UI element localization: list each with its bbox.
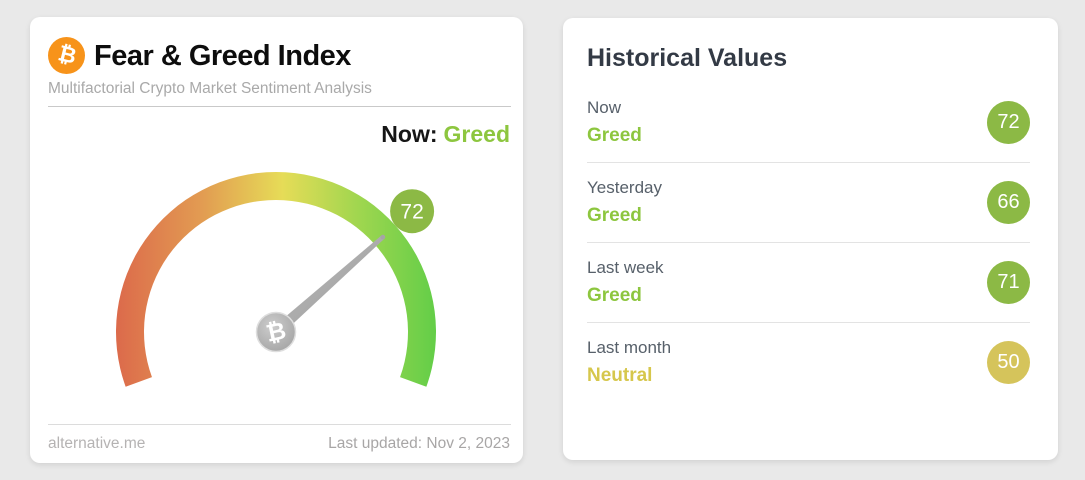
- historical-values-card: Historical Values Now Greed 72 Yesterday…: [563, 18, 1058, 460]
- bitcoin-icon: ₿: [48, 37, 85, 74]
- row-period-label: Yesterday: [587, 178, 662, 197]
- row-value-badge: 72: [987, 101, 1030, 144]
- gauge-chart: ₿ 72: [116, 171, 436, 387]
- footer-divider: [48, 424, 511, 425]
- alternative-me-link[interactable]: alternative.me: [48, 435, 146, 452]
- historical-value-row: Yesterday Greed 66: [587, 163, 1030, 243]
- row-sentiment-label: Greed: [587, 285, 642, 306]
- gauge-hub: [255, 311, 297, 353]
- gauge-needle-tip: [380, 234, 386, 240]
- row-sentiment-label: Greed: [587, 125, 642, 146]
- gauge-arc: [116, 171, 436, 387]
- header-divider: [48, 106, 511, 107]
- row-period-label: Now: [587, 98, 622, 117]
- row-texts: Last month Neutral: [587, 338, 671, 387]
- gauge-needle: [272, 235, 385, 337]
- last-updated-text: Last updated: Nov 2, 2023: [328, 435, 510, 452]
- historical-values-title: Historical Values: [587, 44, 788, 72]
- page-subtitle: Multifactorial Crypto Market Sentiment A…: [48, 80, 372, 97]
- current-sentiment-line: Now: Greed: [381, 121, 510, 148]
- row-value-badge: 50: [987, 341, 1030, 384]
- row-texts: Last week Greed: [587, 258, 664, 307]
- historical-values-list: Now Greed 72 Yesterday Greed 66 Last wee…: [587, 83, 1030, 402]
- row-sentiment-label: Greed: [587, 205, 642, 226]
- row-period-label: Last week: [587, 258, 664, 277]
- gauge-value-text: 72: [400, 201, 423, 224]
- now-label: Now:: [381, 121, 438, 147]
- historical-value-row: Last month Neutral 50: [587, 323, 1030, 402]
- historical-value-row: Last week Greed 71: [587, 243, 1030, 323]
- row-texts: Now Greed: [587, 98, 642, 147]
- row-texts: Yesterday Greed: [587, 178, 662, 227]
- gauge-value-badge: [390, 189, 435, 234]
- row-sentiment-label: Neutral: [587, 365, 653, 386]
- row-value-badge: 66: [987, 181, 1030, 224]
- historical-value-row: Now Greed 72: [587, 83, 1030, 163]
- row-value-badge: 71: [987, 261, 1030, 304]
- page-title: Fear & Greed Index: [94, 40, 351, 72]
- now-sentiment-value: Greed: [443, 121, 510, 147]
- row-period-label: Last month: [587, 338, 672, 357]
- fear-greed-index-card: ₿ Fear & Greed Index Multifactorial Cryp…: [30, 17, 523, 463]
